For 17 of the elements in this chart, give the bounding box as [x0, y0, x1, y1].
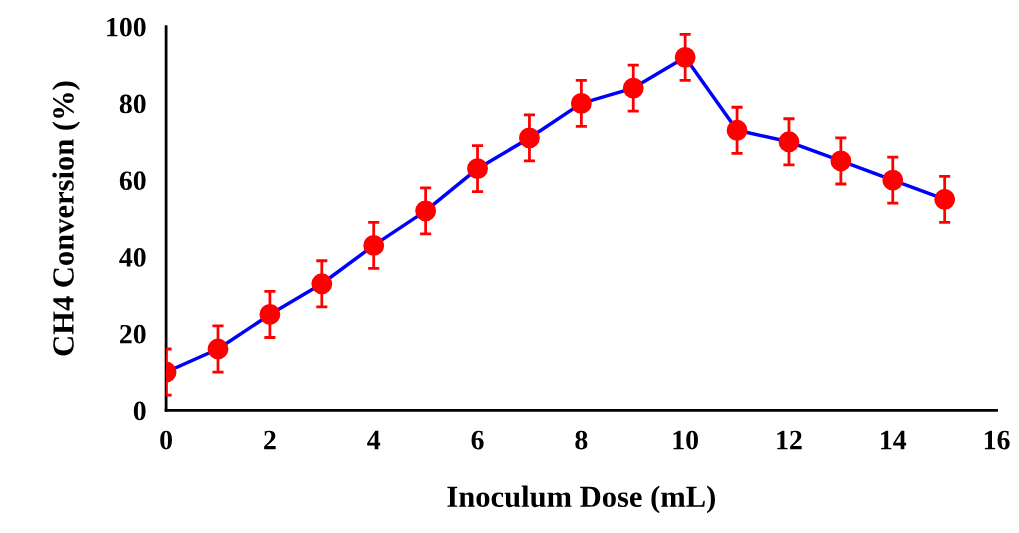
x-tick-label: 2: [264, 430, 276, 450]
y-tick-label: 0: [133, 401, 146, 421]
x-tick-label: 16: [984, 430, 1010, 450]
y-tick-label: 60: [119, 171, 146, 191]
y-tick-label: 100: [107, 17, 146, 37]
x-tick-label: 0: [160, 430, 172, 450]
x-tick-label: 10: [673, 430, 698, 450]
x-tick-label: 8: [575, 430, 588, 450]
y-axis-title: CH4 Conversion (%): [52, 81, 80, 356]
y-tick-label: 20: [120, 324, 146, 344]
y-tick-label: 40: [119, 248, 146, 267]
y-tick-label: 80: [119, 94, 146, 114]
x-axis-title: Inoculum Dose (mL): [447, 485, 715, 514]
x-tick-label: 14: [881, 430, 907, 450]
x-tick-label: 4: [367, 430, 381, 450]
x-tick-label: 6: [471, 430, 484, 450]
x-tick-label: 12: [777, 430, 802, 450]
